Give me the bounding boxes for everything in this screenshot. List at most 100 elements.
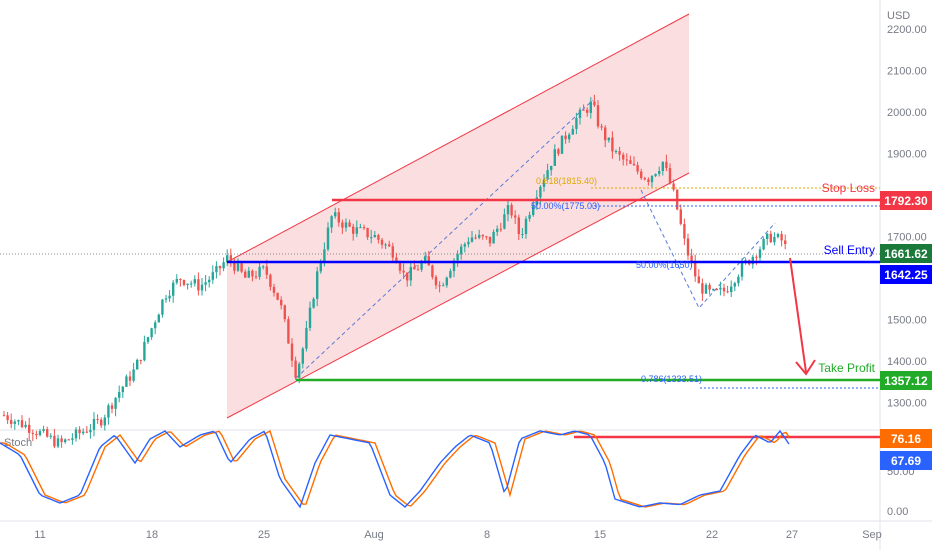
candle-body xyxy=(596,105,600,127)
candle-body xyxy=(348,222,351,227)
candle-body xyxy=(719,287,722,290)
candle-body xyxy=(64,439,67,443)
candle-body xyxy=(575,118,578,129)
candle-body xyxy=(164,298,168,300)
projection-arrow-line[interactable] xyxy=(789,257,807,373)
candle-body xyxy=(643,178,646,180)
candle-body xyxy=(136,359,139,370)
candle-body xyxy=(647,179,650,183)
candle-body xyxy=(298,363,301,378)
stoch-k-line xyxy=(0,429,790,509)
candle-body xyxy=(182,280,186,285)
candle-body xyxy=(467,241,470,245)
candle-body xyxy=(215,266,218,273)
candle-body xyxy=(13,421,16,424)
candle-body xyxy=(370,237,373,239)
sell-entry-badge-text: 1642.25 xyxy=(884,268,928,282)
time-tick-label: 22 xyxy=(706,529,718,541)
candle-body xyxy=(24,424,27,428)
candle-body xyxy=(488,236,492,244)
price-axis[interactable]: 1300.001400.001500.001600.001700.001800.… xyxy=(887,24,927,410)
candle-body xyxy=(481,234,484,237)
candle-body xyxy=(60,438,63,443)
candle-body xyxy=(78,429,81,434)
take-profit-label: Take Profit xyxy=(818,361,875,375)
channel-upper-line[interactable] xyxy=(226,13,690,263)
candle-body xyxy=(614,151,618,153)
currency-label: USD xyxy=(887,10,910,22)
candle-body xyxy=(319,261,322,272)
candle-body xyxy=(341,222,344,228)
candle-body xyxy=(578,109,582,119)
candle-body xyxy=(67,439,70,441)
candle-body xyxy=(100,419,103,426)
candle-body xyxy=(762,238,765,250)
candle-body xyxy=(604,127,607,141)
candle-body xyxy=(697,276,700,284)
candle-body xyxy=(28,424,31,433)
sell-entry-badge xyxy=(880,265,932,284)
candle-body xyxy=(118,392,121,398)
candle-body xyxy=(103,417,106,426)
candle-body xyxy=(715,289,718,291)
candle-body xyxy=(661,161,664,172)
candle-body xyxy=(38,431,42,436)
candle-body xyxy=(726,291,729,293)
time-tick-label: 27 xyxy=(786,529,798,541)
candle-body xyxy=(334,212,337,217)
candle-body xyxy=(701,283,704,294)
candle-body xyxy=(262,266,265,268)
price-tick-label: 1700.00 xyxy=(887,232,927,244)
candle-body xyxy=(586,109,589,113)
candle-body xyxy=(244,271,247,278)
candles xyxy=(2,94,787,449)
candle-body xyxy=(463,244,466,247)
candle-body xyxy=(690,255,693,262)
candle-body xyxy=(373,235,376,238)
candle-body xyxy=(366,228,369,238)
candle-body xyxy=(708,284,711,290)
take-profit-badge xyxy=(880,371,932,390)
candle-body xyxy=(17,420,20,422)
candle-body xyxy=(121,386,124,393)
stoch-d-badge-text: 76.16 xyxy=(891,432,921,446)
fib-50-label-1: 50.00%(1775.03) xyxy=(531,201,600,211)
ascending-channel[interactable] xyxy=(227,14,689,418)
candle-body xyxy=(31,432,34,434)
candle-body xyxy=(236,263,240,271)
candle-body xyxy=(283,305,286,320)
candle-body xyxy=(766,233,769,239)
candle-body xyxy=(287,319,290,344)
candle-body xyxy=(528,215,531,219)
time-axis[interactable]: 11 18 25 Aug 8 15 22 27 Sep xyxy=(34,529,882,541)
candle-body xyxy=(413,267,416,270)
candle-body xyxy=(557,149,560,154)
take-profit-badge-text: 1357.12 xyxy=(884,374,928,388)
candle-body xyxy=(780,234,783,241)
candle-body xyxy=(474,237,477,239)
candle-body xyxy=(658,171,661,174)
candle-body xyxy=(438,285,441,287)
candle-body xyxy=(737,276,740,284)
candle-body xyxy=(730,286,733,292)
candle-body xyxy=(233,261,236,271)
candle-body xyxy=(35,433,38,436)
candle-body xyxy=(478,234,481,238)
stoch-d-line xyxy=(0,429,790,508)
candle-body xyxy=(553,149,556,166)
stop-loss-badge-text: 1792.30 xyxy=(884,194,928,208)
candle-body xyxy=(49,435,52,437)
candle-body xyxy=(542,179,546,187)
candle-body xyxy=(359,227,362,229)
time-tick-label: 11 xyxy=(34,529,45,541)
candle-body xyxy=(776,234,780,238)
price-tick-label: 2000.00 xyxy=(887,107,927,119)
candle-body xyxy=(550,165,553,171)
candle-body xyxy=(650,175,654,183)
candle-body xyxy=(168,295,171,299)
candle-body xyxy=(92,419,96,430)
candle-body xyxy=(582,109,585,111)
candle-body xyxy=(362,227,366,229)
channel-lower-line[interactable] xyxy=(226,172,690,419)
